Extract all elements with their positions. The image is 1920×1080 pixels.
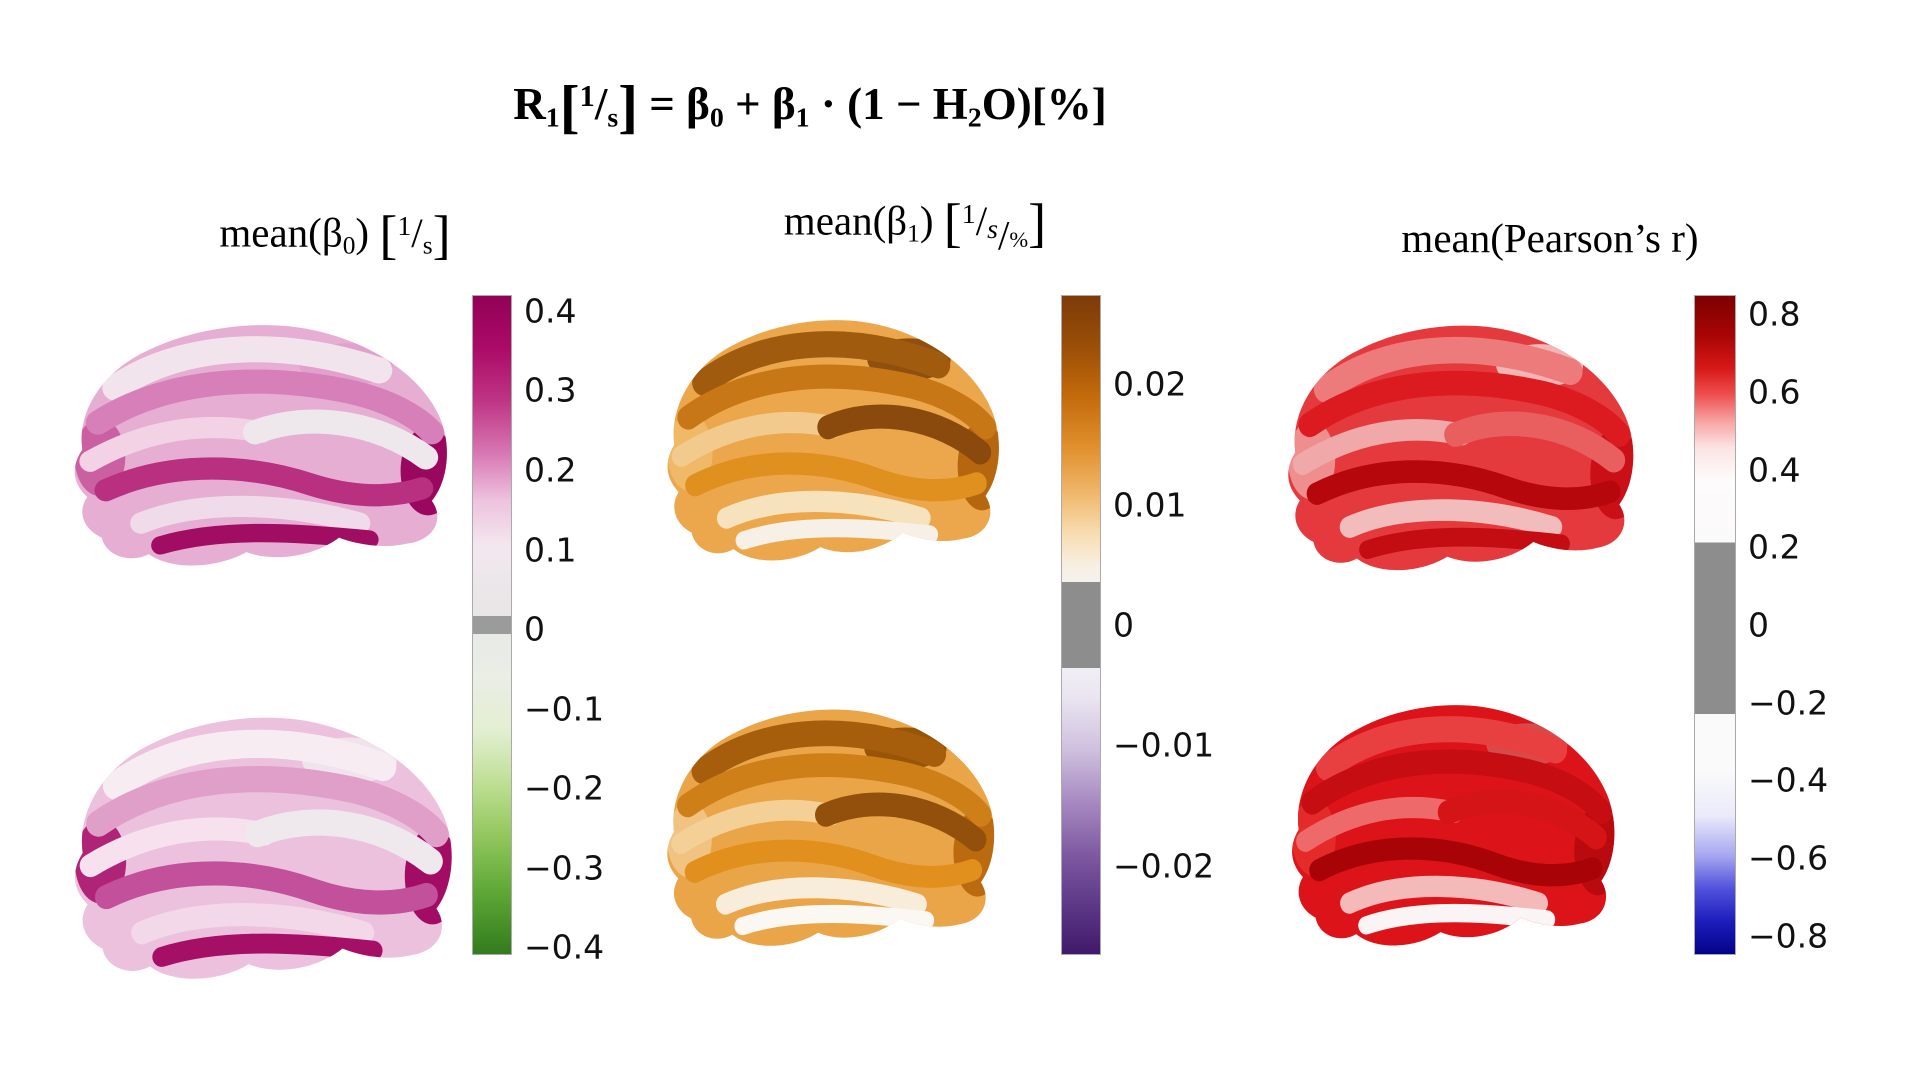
panel-beta0-title: mean(β0) [1/s] (130, 204, 540, 266)
formula-token: 1 (795, 102, 810, 134)
formula-token: β (686, 78, 710, 129)
colorbar-tick-label: −0.8 (1748, 916, 1829, 956)
colorbar-tick-label: 0 (524, 609, 545, 649)
colorbar-tick-label: 0.02 (1113, 364, 1187, 404)
colorbar-tick-label: −0.4 (524, 927, 605, 967)
colorbar-beta1 (1061, 295, 1101, 955)
brain-map-pearson-r-top (1270, 295, 1650, 590)
brain-surface-svg (74, 325, 447, 566)
formula-token: ) (355, 209, 380, 256)
formula-token: O)[%] (981, 78, 1107, 129)
formula-token: = (637, 78, 687, 129)
formula-token: [ (559, 73, 580, 139)
colorbar-tick-label: 0.2 (1748, 527, 1801, 567)
formula-token: s (607, 102, 619, 134)
formula-token: mean(β (219, 209, 343, 256)
formula-token: (1 − H (847, 78, 968, 129)
brain-surface-svg (667, 709, 995, 946)
brain-surface-svg (74, 717, 452, 979)
panel-beta1-title: mean(β1) [1/s/%] (690, 192, 1140, 259)
formula-token: % (1009, 226, 1029, 252)
colorbar-beta0 (472, 295, 512, 955)
brain-map-pearson-r-bottom (1275, 675, 1630, 965)
formula-token: / (594, 78, 608, 129)
colorbar-tick-label: −0.6 (1748, 838, 1829, 878)
formula-token: 1 (961, 198, 976, 230)
formula-token: · (809, 78, 848, 129)
colorbar-beta1-ticks: 0.02 0.01 0 −0.01 −0.02 (1113, 295, 1243, 955)
figure-formula-title: R1[1/s] = β0 + β1 · (1 − H2O)[%] (410, 72, 1210, 141)
colorbar-tick-label: 0.01 (1113, 485, 1187, 525)
colorbar-tick-label: −0.2 (524, 768, 605, 808)
formula-token: s (987, 213, 998, 245)
formula-token: ] (618, 73, 638, 139)
colorbar-pearson-r (1694, 295, 1736, 955)
formula-token: ) (919, 197, 944, 244)
colorbar-beta0-ticks: 0.4 0.3 0.2 0.1 0 −0.1 −0.2 −0.3 −0.4 (524, 291, 654, 963)
colorbar-tick-label: 0.3 (524, 370, 577, 410)
brain-map-beta0-top (55, 295, 465, 585)
brain-surface-svg (1292, 705, 1615, 946)
formula-token: + (723, 78, 772, 129)
colorbar-tick-label: 0 (1113, 605, 1134, 645)
colorbar-pearson-r-ticks: 0.8 0.6 0.4 0.2 0 −0.2 −0.4 −0.6 −0.8 (1748, 295, 1878, 955)
colorbar-tick-label: 0.1 (524, 530, 577, 569)
formula-token: 1 (545, 102, 560, 134)
colorbar-tick-label: 0.4 (524, 291, 577, 331)
brain-map-beta1-bottom (650, 680, 1010, 965)
formula-token: [ (943, 193, 962, 253)
formula-token: mean(Pearson’s r) (1401, 215, 1699, 261)
brain-surface-svg (1288, 325, 1634, 571)
formula-token: / (411, 209, 423, 256)
panel-pearson-r-title: mean(Pearson’s r) (1325, 214, 1775, 262)
colorbar-tick-label: 0.8 (1748, 294, 1801, 334)
colorbar-tick-label: 0 (1748, 605, 1769, 645)
formula-token: / (997, 211, 1010, 258)
colorbar-tick-label: −0.02 (1113, 846, 1215, 886)
formula-token: [ (379, 205, 398, 265)
brain-map-beta1-top (650, 290, 1015, 580)
formula-token: β (771, 78, 796, 129)
formula-token: mean(β (783, 197, 908, 244)
formula-token: 2 (967, 102, 982, 134)
formula-token: 1 (397, 210, 412, 242)
colorbar-tick-label: 0.4 (1748, 450, 1801, 490)
formula-token: 1 (907, 219, 920, 248)
formula-token: 0 (709, 102, 724, 134)
formula-token: 1 (579, 79, 595, 114)
formula-token: ] (1028, 193, 1047, 253)
colorbar-tick-label: −0.01 (1113, 725, 1215, 765)
brain-map-beta0-bottom (55, 685, 470, 1000)
colorbar-tick-label: −0.1 (524, 689, 605, 728)
formula-token: 0 (342, 231, 356, 260)
formula-token: ] (432, 205, 451, 265)
formula-token: R (513, 78, 546, 129)
colorbar-tick-label: −0.4 (1748, 760, 1829, 800)
formula-token: / (975, 197, 988, 244)
formula-token: s (422, 231, 433, 260)
colorbar-tick-label: 0.6 (1748, 372, 1801, 412)
brain-surface-svg (667, 320, 999, 561)
colorbar-tick-label: −0.3 (524, 848, 605, 887)
colorbar-tick-label: 0.2 (524, 450, 577, 490)
colorbar-tick-label: −0.2 (1748, 683, 1829, 723)
